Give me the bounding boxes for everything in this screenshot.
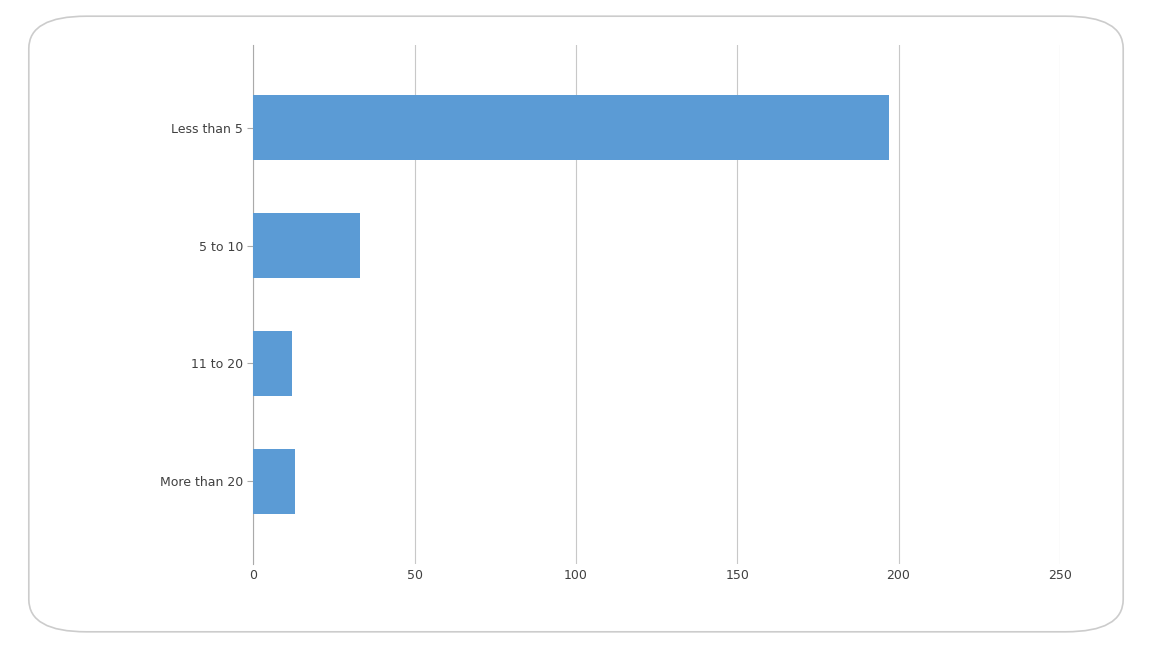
Bar: [253, 449, 295, 514]
Bar: [253, 213, 359, 278]
Bar: [253, 331, 293, 396]
Bar: [253, 95, 889, 160]
